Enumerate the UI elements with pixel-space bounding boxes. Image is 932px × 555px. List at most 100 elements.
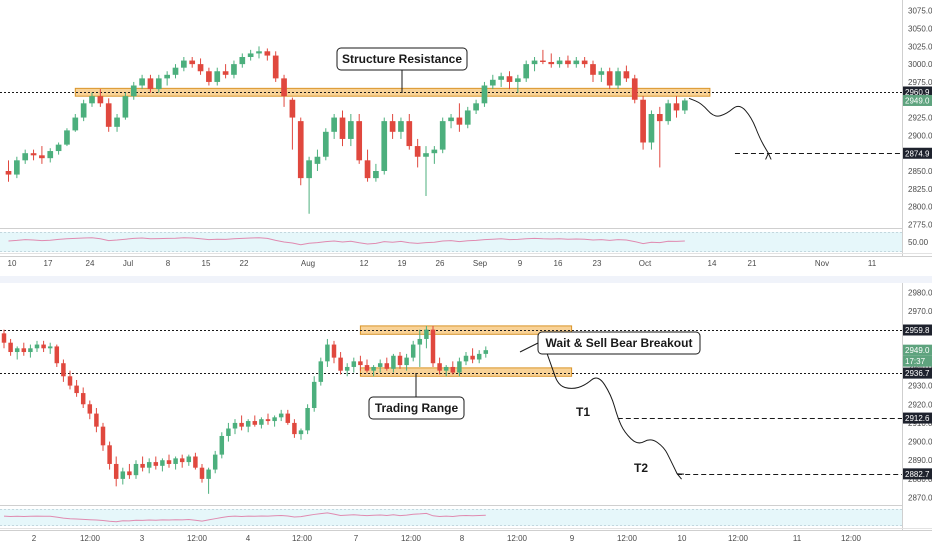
candle-body[interactable] (226, 428, 231, 436)
projected-price-path[interactable] (541, 338, 677, 474)
candle-body[interactable] (172, 67, 179, 75)
candle-body[interactable] (164, 74, 170, 79)
candle-body[interactable] (61, 363, 66, 377)
candle-body[interactable] (398, 121, 404, 132)
candle-body[interactable] (47, 346, 53, 349)
candle-body[interactable] (97, 96, 104, 104)
candle-body[interactable] (247, 53, 254, 57)
candle-body[interactable] (39, 155, 45, 159)
rsi-line[interactable] (3, 512, 486, 523)
candle-body[interactable] (155, 78, 162, 90)
candle-body[interactable] (89, 96, 95, 104)
candle-body[interactable] (439, 121, 446, 150)
candle-body[interactable] (448, 117, 454, 122)
candle-body[interactable] (506, 76, 513, 82)
candle-body[interactable] (232, 422, 238, 429)
candle-body[interactable] (590, 64, 596, 75)
candle-body[interactable] (264, 51, 271, 56)
candle-body[interactable] (212, 454, 218, 470)
candle-body[interactable] (5, 171, 12, 175)
candle-body[interactable] (94, 413, 99, 427)
candle-body[interactable] (648, 114, 655, 143)
candle-body[interactable] (160, 460, 165, 466)
candle-body[interactable] (289, 99, 296, 118)
candle-body[interactable] (450, 366, 456, 373)
candle-body[interactable] (489, 79, 496, 86)
candle-body[interactable] (473, 103, 479, 111)
candle-body[interactable] (47, 151, 54, 159)
candle-body[interactable] (87, 404, 93, 414)
candle-body[interactable] (34, 344, 40, 349)
candle-body[interactable] (239, 57, 246, 65)
candle-body[interactable] (28, 348, 33, 353)
candle-body[interactable] (146, 462, 152, 468)
candle-body[interactable] (100, 426, 106, 446)
candle-body[interactable] (318, 361, 324, 382)
candle-body[interactable] (457, 361, 462, 373)
candle-body[interactable] (281, 78, 287, 97)
candle-body[interactable] (259, 419, 264, 425)
candle-body[interactable] (173, 458, 178, 464)
candle-body[interactable] (140, 463, 145, 468)
candle-body[interactable] (351, 361, 357, 367)
candle-body[interactable] (166, 460, 172, 464)
candle-body[interactable] (113, 463, 119, 479)
candle-body[interactable] (331, 344, 337, 358)
candle-body[interactable] (417, 338, 423, 345)
candle-body[interactable] (322, 131, 329, 157)
candle-body[interactable] (598, 71, 605, 75)
candle-body[interactable] (41, 344, 46, 349)
candle-body[interactable] (384, 363, 390, 369)
candle-body[interactable] (556, 60, 563, 65)
candle-body[interactable] (311, 381, 317, 408)
candle-body[interactable] (181, 60, 187, 68)
candle-body[interactable] (531, 60, 538, 65)
candle-body[interactable] (406, 121, 413, 147)
candle-body[interactable] (252, 421, 258, 425)
candle-body[interactable] (498, 76, 504, 80)
candle-body[interactable] (197, 64, 204, 72)
candle-body[interactable] (14, 160, 20, 175)
candle-body[interactable] (245, 421, 251, 427)
candle-body[interactable] (147, 78, 154, 90)
candle-body[interactable] (404, 357, 409, 366)
candle-body[interactable] (8, 342, 13, 353)
candle-body[interactable] (265, 419, 271, 422)
candle-body[interactable] (483, 350, 489, 354)
candle-body[interactable] (371, 366, 376, 371)
candle-body[interactable] (314, 156, 321, 164)
candle-body[interactable] (22, 153, 29, 161)
candle-body[interactable] (373, 171, 379, 179)
candle-body[interactable] (348, 121, 354, 139)
candle-body[interactable] (30, 153, 37, 156)
candle-body[interactable] (219, 435, 225, 455)
candle-body[interactable] (456, 117, 463, 125)
candle-body[interactable] (206, 469, 211, 479)
candle-body[interactable] (186, 456, 192, 463)
candle-body[interactable] (640, 99, 646, 143)
candle-body[interactable] (127, 471, 132, 476)
candle-body[interactable] (74, 385, 79, 394)
candle-body[interactable] (21, 348, 27, 353)
candle-body[interactable] (470, 355, 475, 360)
candle-body[interactable] (14, 348, 20, 353)
candle-body[interactable] (153, 462, 159, 466)
candle-body[interactable] (272, 55, 279, 79)
candle-body[interactable] (364, 365, 370, 371)
projected-price-path[interactable] (688, 97, 768, 153)
candle-body[interactable] (430, 329, 436, 364)
candle-body[interactable] (325, 344, 330, 362)
candle-body[interactable] (606, 71, 613, 86)
candle-body[interactable] (139, 78, 145, 86)
candle-body[interactable] (665, 103, 671, 122)
price-zone[interactable] (359, 367, 573, 377)
candle-body[interactable] (206, 71, 212, 82)
candle-body[interactable] (80, 103, 87, 118)
candle-body[interactable] (615, 71, 621, 86)
candle-body[interactable] (673, 103, 680, 111)
candle-body[interactable] (581, 60, 588, 65)
candle-body[interactable] (565, 60, 571, 65)
candle-body[interactable] (631, 78, 638, 100)
candle-body[interactable] (105, 103, 112, 127)
candle-body[interactable] (389, 121, 396, 132)
